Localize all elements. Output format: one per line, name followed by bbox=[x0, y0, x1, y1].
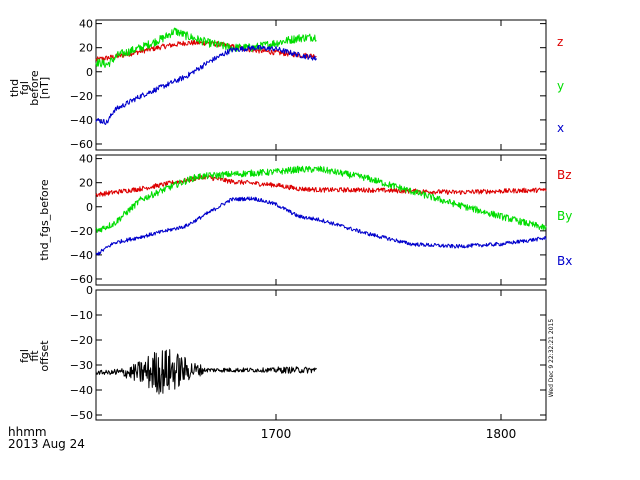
y-tick-label: −20 bbox=[70, 90, 93, 103]
y-tick-label: −30 bbox=[70, 359, 93, 372]
legend-bx: Bx bbox=[557, 254, 572, 268]
panel-fgl-before: 40 20 0 −20 −40 −60 thd fgl before [nT] z y x bbox=[8, 18, 564, 151]
y-axis-label-line-1: thd bbox=[8, 79, 21, 97]
series-line-y bbox=[95, 27, 317, 68]
y-tick-label: 0 bbox=[86, 201, 93, 214]
x-axis-label: hhmm bbox=[8, 425, 47, 439]
series-line-by bbox=[95, 165, 547, 233]
timestamp-stamp: Wed Dec 9 22:32:21 2015 bbox=[548, 319, 555, 398]
panel-fit-offset: 0 −10 −20 −30 −40 −50 fgl fit offset Wed Dec … bbox=[18, 284, 555, 422]
y-tick-label: 20 bbox=[79, 42, 93, 55]
series-line-bx bbox=[95, 196, 547, 256]
series-line-bz bbox=[95, 174, 547, 197]
series-line-offset bbox=[95, 349, 317, 395]
y-tick-label: 0 bbox=[86, 66, 93, 79]
legend-by: By bbox=[557, 209, 572, 223]
y-axis-label-line-3: before bbox=[28, 70, 41, 106]
y-tick-label: −20 bbox=[70, 225, 93, 238]
y-tick-label: −40 bbox=[70, 114, 93, 127]
y-tick-label: 40 bbox=[79, 18, 93, 31]
legend-z: z bbox=[557, 35, 563, 49]
y-tick-label: −40 bbox=[70, 384, 93, 397]
x-tick-label: 1700 bbox=[261, 427, 292, 441]
y-axis-label-line-3: offset bbox=[38, 340, 51, 372]
legend-y: y bbox=[557, 79, 564, 93]
y-tick-label: 40 bbox=[79, 153, 93, 166]
y-tick-label: −40 bbox=[70, 249, 93, 262]
y-tick-label: 20 bbox=[79, 177, 93, 190]
x-tick-label: 1800 bbox=[486, 427, 517, 441]
panel-frame bbox=[95, 289, 547, 421]
y-tick-label: −10 bbox=[70, 309, 93, 322]
x-axis: 1700 1800 bbox=[261, 20, 517, 441]
legend-x: x bbox=[557, 121, 564, 135]
panel-frame bbox=[95, 154, 547, 286]
y-axis-label-line-1: fgl bbox=[18, 349, 31, 363]
series-line-x bbox=[95, 45, 317, 125]
y-axis-label-line-2: fit bbox=[28, 350, 41, 362]
y-axis-label-line-4: [nT] bbox=[38, 77, 51, 99]
y-axis-label-line-2: fgl bbox=[18, 81, 31, 95]
panel-fgs-before: 40 20 0 −20 −40 −60 thd_fgs_before Bz By Bx bbox=[38, 153, 572, 286]
y-tick-label: 0 bbox=[86, 284, 93, 297]
y-tick-label: −20 bbox=[70, 334, 93, 347]
y-tick-label: −60 bbox=[70, 138, 93, 151]
y-tick-label: −50 bbox=[70, 409, 93, 422]
y-axis-label: thd_fgs_before bbox=[38, 179, 51, 260]
date-label: 2013 Aug 24 bbox=[8, 437, 85, 451]
y-tick-label: −60 bbox=[70, 273, 93, 286]
legend-bz: Bz bbox=[557, 168, 572, 182]
panel-frame bbox=[95, 19, 547, 151]
